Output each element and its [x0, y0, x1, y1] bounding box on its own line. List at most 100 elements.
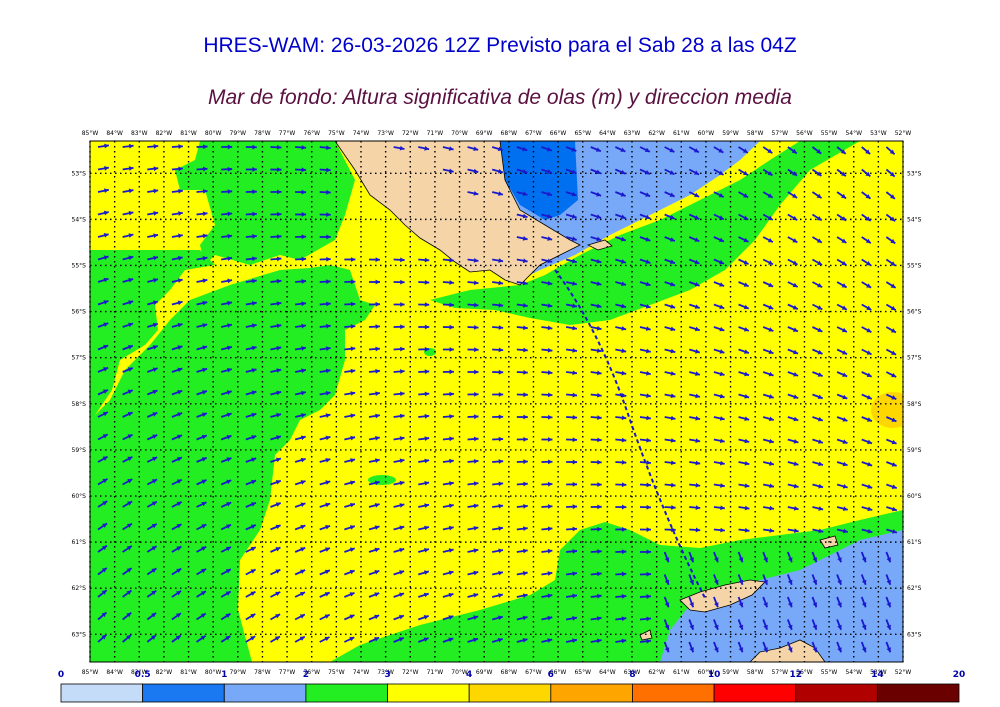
- direction-arrow: [787, 416, 799, 422]
- direction-arrow: [787, 303, 799, 310]
- direction-arrow: [196, 367, 208, 373]
- direction-arrow: [762, 416, 775, 422]
- lon-label-top: 81°W: [180, 130, 197, 137]
- direction-arrow: [245, 501, 257, 508]
- direction-arrow: [196, 590, 207, 598]
- direction-arrow: [196, 144, 208, 150]
- direction-arrow: [220, 390, 232, 396]
- direction-arrow: [885, 348, 897, 356]
- direction-arrow: [689, 505, 701, 510]
- lon-label-bottom: 71°W: [427, 669, 444, 676]
- direction-arrow: [122, 210, 134, 216]
- direction-arrow: [689, 460, 701, 466]
- lon-label-bottom: 65°W: [574, 669, 591, 676]
- direction-arrow: [762, 326, 774, 332]
- direction-arrow: [245, 323, 257, 329]
- direction-arrow: [664, 348, 676, 354]
- direction-arrow: [442, 257, 454, 263]
- direction-arrow: [688, 236, 700, 243]
- direction-arrow: [417, 592, 430, 598]
- direction-arrow: [294, 569, 306, 576]
- direction-arrow: [836, 281, 848, 289]
- direction-arrow: [319, 279, 331, 285]
- direction-arrow: [294, 323, 307, 329]
- direction-arrow: [664, 438, 676, 443]
- direction-arrow: [196, 434, 208, 441]
- direction-arrow: [147, 255, 159, 261]
- direction-arrow: [787, 461, 799, 466]
- direction-arrow: [713, 326, 725, 332]
- direction-arrow: [442, 503, 454, 509]
- colorbar-label: 3: [384, 670, 390, 680]
- direction-arrow: [319, 435, 331, 441]
- direction-arrow: [245, 590, 256, 598]
- direction-arrow: [836, 393, 848, 400]
- direction-arrow: [738, 505, 750, 511]
- direction-arrow: [565, 348, 578, 353]
- direction-arrow: [762, 574, 769, 586]
- direction-arrow: [787, 438, 799, 444]
- lon-label-top: 71°W: [427, 130, 444, 137]
- direction-arrow: [171, 300, 183, 306]
- direction-arrow: [861, 371, 873, 378]
- direction-arrow: [615, 460, 627, 465]
- direction-arrow: [812, 461, 824, 467]
- direction-arrow: [689, 371, 701, 376]
- direction-arrow: [171, 389, 183, 396]
- direction-arrow: [811, 641, 818, 653]
- direction-arrow: [467, 436, 479, 442]
- map-frame: [89, 140, 904, 663]
- direction-arrow: [146, 411, 158, 418]
- dashed-track-line: [554, 269, 706, 599]
- direction-arrow: [221, 300, 233, 306]
- chart-subtitle: Mar de fondo: Altura significativa de ol…: [208, 86, 792, 109]
- direction-arrow: [565, 146, 577, 152]
- direction-arrow: [418, 480, 430, 486]
- direction-arrow: [516, 481, 528, 487]
- lon-label-bottom: 52°W: [895, 669, 912, 676]
- direction-arrow: [639, 594, 652, 599]
- direction-arrow: [836, 213, 847, 222]
- direction-arrow: [738, 236, 749, 243]
- direction-arrow: [418, 413, 430, 419]
- direction-arrow: [270, 144, 282, 150]
- direction-arrow: [122, 255, 134, 261]
- direction-arrow: [97, 366, 109, 373]
- direction-arrow: [689, 415, 701, 421]
- land-antarctic-peninsula: [749, 639, 826, 662]
- direction-arrow: [762, 393, 774, 399]
- direction-arrow: [566, 526, 578, 532]
- direction-arrow: [615, 504, 627, 510]
- lon-label-bottom: 85°W: [82, 669, 99, 676]
- direction-arrow: [713, 460, 725, 466]
- direction-arrow: [171, 634, 182, 643]
- direction-arrow: [319, 547, 331, 553]
- direction-arrow: [344, 413, 356, 419]
- lon-label-bottom: 67°W: [525, 669, 542, 676]
- direction-arrow: [861, 416, 873, 422]
- direction-arrow: [762, 281, 774, 288]
- direction-arrow: [221, 144, 233, 150]
- direction-arrow: [270, 502, 282, 508]
- direction-arrow: [245, 412, 257, 418]
- direction-arrow: [713, 416, 725, 421]
- graticule: [89, 141, 904, 662]
- direction-arrow: [147, 300, 159, 306]
- direction-arrow: [122, 322, 134, 328]
- direction-arrow: [615, 526, 627, 532]
- direction-arrow: [220, 546, 232, 553]
- direction-arrow: [639, 370, 651, 376]
- direction-arrow: [786, 574, 793, 586]
- direction-arrow: [393, 302, 405, 307]
- direction-arrow: [738, 191, 749, 199]
- direction-arrow: [713, 258, 725, 265]
- direction-arrow: [491, 146, 503, 152]
- direction-arrow: [393, 480, 405, 486]
- lon-label-top: 70°W: [451, 130, 468, 137]
- direction-arrow: [885, 146, 896, 155]
- direction-arrow: [516, 303, 528, 308]
- direction-arrow: [639, 348, 651, 354]
- direction-arrow: [147, 233, 159, 239]
- direction-arrow: [245, 457, 257, 463]
- direction-arrow: [664, 482, 676, 488]
